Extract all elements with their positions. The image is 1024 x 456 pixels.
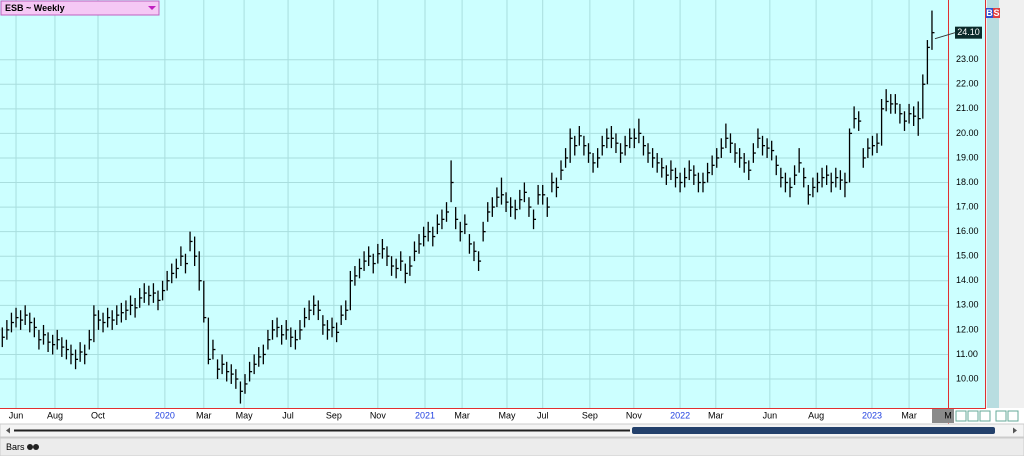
scroll-left[interactable] [6, 427, 10, 434]
last-price-connector [934, 32, 956, 40]
x-tick-label: Mar [196, 410, 212, 420]
y-tick-label: 21.00 [956, 103, 979, 113]
x-tick-label: Aug [47, 410, 63, 420]
buy-button[interactable] [986, 8, 993, 18]
x-tick-label: 2022 [670, 410, 690, 420]
x-tick-label: 2021 [415, 410, 435, 420]
x-tick-label: 2023 [862, 410, 882, 420]
y-tick-label: 10.00 [956, 373, 979, 383]
x-tick-label: Jul [537, 410, 549, 420]
last-price-box [955, 26, 982, 39]
x-tick-label: May [236, 410, 254, 420]
dropdown-arrow[interactable] [148, 6, 156, 10]
x-tick-label: Sep [326, 410, 342, 420]
zoom-buttons[interactable] [955, 410, 1019, 422]
x-tick-label: Mar [901, 410, 917, 420]
x-tick-label: 2020 [155, 410, 175, 420]
y-tick-label: 23.00 [956, 54, 979, 64]
sell-label[interactable]: S [993, 8, 999, 18]
x-tick-label: Mar [708, 410, 724, 420]
y-tick-label: 16.00 [956, 226, 979, 236]
side-strip [987, 0, 999, 408]
y-tick-label: 22.00 [956, 79, 979, 89]
tab-label[interactable]: Bars [6, 442, 25, 452]
scroll-thumb[interactable] [632, 427, 995, 434]
current-month-box [932, 409, 954, 423]
x-tick-label: Aug [808, 410, 824, 420]
y-tick-label: 20.00 [956, 128, 979, 138]
x-tick-label: Oct [91, 410, 106, 420]
x-tick-label: Nov [626, 410, 643, 420]
icon-button[interactable] [995, 410, 1007, 422]
y-tick-label: 19.00 [956, 152, 979, 162]
x-axis-area [0, 408, 1024, 424]
icon-button[interactable] [1007, 410, 1019, 422]
y-tick-label: 11.00 [956, 349, 978, 359]
y-axis-area [948, 0, 986, 408]
buy-label[interactable]: B [986, 8, 993, 18]
x-tick-label: Jun [763, 410, 778, 420]
x-tick-label: M [944, 410, 952, 420]
x-tick-label: Nov [370, 410, 387, 420]
y-tick-label: 18.00 [956, 177, 979, 187]
last-price-label: 24.10 [957, 27, 980, 37]
icon-button[interactable] [967, 410, 979, 422]
label-layer: 10.00 11.00 12.00 13.00 14.00 15.00 16.00 17.00… [9, 26, 982, 420]
icon-button[interactable] [955, 410, 967, 422]
sell-button[interactable] [993, 8, 1000, 18]
plot-area [0, 0, 948, 408]
chart-title[interactable]: ESB ~ Weekly [5, 3, 65, 13]
y-tick-label: 17.00 [956, 201, 979, 211]
grid-layer [0, 0, 948, 408]
y-tick-label: 12.00 [956, 324, 979, 334]
bar-layer [1, 10, 935, 404]
y-tick-label: 14.00 [956, 275, 979, 285]
x-tick-label: Jun [9, 410, 24, 420]
tab-bar [0, 437, 1024, 456]
x-tick-label: Sep [582, 410, 598, 420]
scroll-right[interactable] [1013, 427, 1017, 434]
y-tick-label: 15.00 [956, 251, 979, 261]
icon-button[interactable] [979, 410, 991, 422]
x-tick-label: Mar [454, 410, 470, 420]
tab-icon[interactable] [27, 444, 33, 450]
y-tick-label: 13.00 [956, 300, 979, 310]
x-tick-label: May [498, 410, 516, 420]
symbol-dropdown[interactable] [0, 0, 160, 16]
tab-icon[interactable] [33, 444, 39, 450]
x-tick-label: Jul [282, 410, 294, 420]
